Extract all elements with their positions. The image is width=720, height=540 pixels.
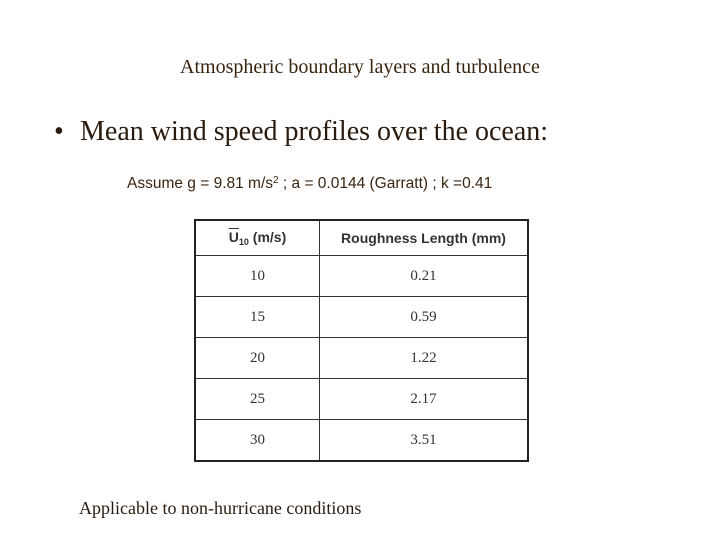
roughness-table: U10 (m/s) Roughness Length (mm) 10 0.21 … bbox=[194, 219, 529, 462]
cell-u10: 30 bbox=[194, 419, 320, 462]
cell-u10: 10 bbox=[194, 255, 320, 297]
assume-superscript: 2 bbox=[273, 175, 279, 186]
table-row: 15 0.59 bbox=[194, 296, 529, 338]
assume-prefix: Assume g = 9.81 m/s bbox=[127, 175, 274, 192]
header-u10: U10 (m/s) bbox=[194, 219, 320, 256]
cell-roughness: 3.51 bbox=[319, 419, 529, 462]
assumptions-line: Assume g = 9.81 m/s2 ; a = 0.0144 (Garra… bbox=[127, 175, 492, 193]
table-header-row: U10 (m/s) Roughness Length (mm) bbox=[194, 219, 529, 256]
footnote: Applicable to non-hurricane conditions bbox=[79, 498, 362, 518]
header-u-subscript: 10 bbox=[238, 237, 249, 247]
table-row: 20 1.22 bbox=[194, 337, 529, 379]
header-u-symbol: U bbox=[228, 229, 239, 245]
bullet-line: • Mean wind speed profiles over the ocean… bbox=[54, 116, 548, 148]
bullet-dot: • bbox=[54, 116, 64, 147]
table-row: 30 3.51 bbox=[194, 419, 529, 462]
cell-u10: 20 bbox=[194, 337, 320, 379]
cell-u10: 15 bbox=[194, 296, 320, 338]
assume-suffix: ; a = 0.0144 (Garratt) ; k =0.41 bbox=[278, 175, 493, 192]
cell-roughness: 0.21 bbox=[319, 255, 529, 297]
cell-roughness: 0.59 bbox=[319, 296, 529, 338]
cell-roughness: 2.17 bbox=[319, 378, 529, 420]
header-roughness: Roughness Length (mm) bbox=[319, 219, 529, 256]
cell-roughness: 1.22 bbox=[319, 337, 529, 379]
bullet-text: Mean wind speed profiles over the ocean: bbox=[80, 116, 549, 147]
table-row: 25 2.17 bbox=[194, 378, 529, 420]
slide-subtitle: Atmospheric boundary layers and turbulen… bbox=[180, 56, 540, 78]
header-u-unit: (m/s) bbox=[248, 229, 287, 245]
table-row: 10 0.21 bbox=[194, 255, 529, 297]
cell-u10: 25 bbox=[194, 378, 320, 420]
